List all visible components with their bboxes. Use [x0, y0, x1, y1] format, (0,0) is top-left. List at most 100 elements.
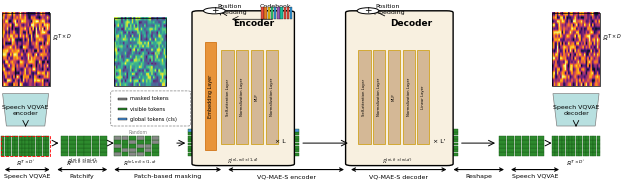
Text: Normalization Layer: Normalization Layer	[406, 78, 411, 116]
Bar	[522, 148, 529, 152]
Bar	[26, 152, 29, 156]
Bar	[77, 144, 84, 148]
Text: $\mathbb{R}^{(n_1,n_d) \times (1,d)}$: $\mathbb{R}^{(n_1,n_d) \times (1,d)}$	[123, 159, 156, 168]
Bar	[569, 148, 572, 152]
Bar	[137, 144, 144, 148]
Bar	[555, 148, 558, 152]
Bar	[137, 148, 144, 152]
Bar	[552, 136, 555, 140]
Bar	[236, 50, 248, 144]
Text: MLP: MLP	[392, 93, 396, 101]
Text: Random: Random	[128, 130, 147, 135]
Bar	[251, 50, 263, 144]
Bar	[8, 152, 12, 156]
Text: $\mathbb{R}^{T \times D^{\prime}}$: $\mathbb{R}^{T \times D^{\prime}}$	[16, 159, 35, 168]
Bar	[4, 148, 8, 152]
Bar	[92, 140, 99, 144]
Bar	[100, 144, 107, 148]
Text: MLP: MLP	[255, 93, 259, 101]
Bar	[8, 140, 12, 144]
Polygon shape	[553, 94, 599, 126]
Bar	[576, 152, 579, 156]
Bar	[114, 18, 166, 86]
Bar	[114, 152, 121, 156]
Bar	[583, 144, 586, 148]
Bar	[450, 136, 458, 139]
Text: Position
Embedding: Position Embedding	[369, 4, 405, 15]
Bar	[122, 152, 129, 156]
Bar	[152, 140, 159, 144]
Bar	[596, 148, 600, 152]
Bar	[129, 152, 136, 156]
Bar	[145, 136, 152, 140]
Bar	[15, 148, 18, 152]
Bar	[583, 148, 586, 152]
Bar	[589, 148, 593, 152]
Bar	[26, 148, 29, 152]
FancyBboxPatch shape	[346, 11, 453, 166]
Bar	[43, 144, 46, 148]
Bar	[572, 140, 575, 144]
Bar	[264, 7, 267, 19]
Bar	[145, 152, 152, 156]
Bar	[388, 50, 400, 144]
Bar	[450, 129, 458, 132]
Bar	[1, 136, 50, 156]
Bar	[579, 148, 582, 152]
Bar	[15, 152, 18, 156]
Bar	[36, 144, 39, 148]
Bar	[152, 152, 159, 156]
Bar	[100, 148, 107, 152]
Bar	[562, 140, 565, 144]
Bar	[100, 152, 107, 156]
Bar	[92, 144, 99, 148]
Bar	[538, 136, 545, 140]
Text: $\mathbb{R}^{(n_t,t) \times (n_d,d)}$: $\mathbb{R}^{(n_t,t) \times (n_d,d)}$	[67, 157, 97, 166]
Bar	[100, 136, 107, 140]
Text: $\mathbb{R}^{T \times D}$: $\mathbb{R}^{T \times D}$	[52, 33, 72, 44]
Bar	[538, 148, 545, 152]
Bar	[69, 148, 76, 152]
Bar	[515, 136, 522, 140]
Text: Normalization Layer: Normalization Layer	[377, 78, 381, 116]
Bar	[566, 152, 568, 156]
Bar	[1, 152, 4, 156]
Bar	[26, 136, 29, 140]
Bar	[569, 140, 572, 144]
Text: Self-attention Layer: Self-attention Layer	[362, 79, 367, 116]
Bar	[291, 143, 299, 145]
Bar	[43, 140, 46, 144]
Bar	[538, 152, 545, 156]
Bar	[562, 152, 565, 156]
Bar	[1, 140, 4, 144]
Bar	[499, 140, 506, 144]
Bar	[152, 144, 159, 148]
Bar	[450, 132, 458, 135]
Bar	[562, 136, 565, 140]
Bar	[39, 144, 42, 148]
Text: × L': × L'	[433, 139, 445, 144]
Bar	[530, 140, 537, 144]
Bar	[593, 148, 596, 152]
Text: Speech VQVAE
decoder: Speech VQVAE decoder	[553, 105, 599, 116]
Bar	[61, 136, 68, 140]
Bar	[583, 140, 586, 144]
Bar	[579, 136, 582, 140]
Bar	[46, 136, 49, 140]
Bar	[417, 50, 429, 144]
Bar	[188, 132, 195, 135]
Bar	[22, 140, 25, 144]
Bar	[583, 152, 586, 156]
Bar	[579, 144, 582, 148]
Bar	[33, 136, 35, 140]
Bar	[266, 50, 278, 144]
Bar	[522, 152, 529, 156]
Text: Decoder: Decoder	[390, 19, 432, 28]
Bar	[450, 139, 458, 142]
Text: Embedding Layer: Embedding Layer	[208, 75, 213, 118]
Bar	[559, 140, 562, 144]
Bar	[8, 144, 12, 148]
Bar	[36, 152, 39, 156]
Bar	[538, 144, 545, 148]
Bar	[188, 139, 195, 142]
